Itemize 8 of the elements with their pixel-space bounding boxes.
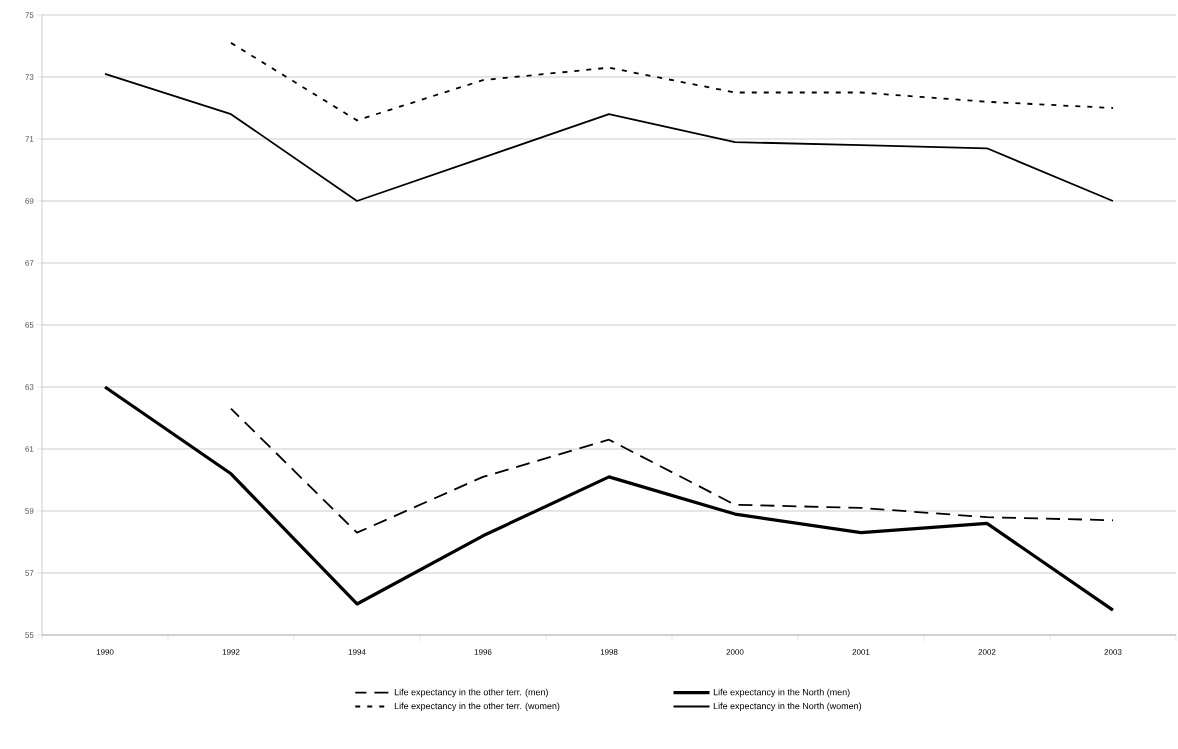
legend-label: Life expectancy in the North (men) bbox=[713, 688, 850, 698]
line-series bbox=[230, 41, 1114, 122]
line-series bbox=[104, 72, 1114, 202]
line-series bbox=[230, 407, 1114, 534]
line-series bbox=[103, 385, 1115, 612]
legend-label: Life expectancy in the North (women) bbox=[713, 702, 862, 711]
legend-label: Life expectancy in the other terr. (men) bbox=[394, 688, 548, 698]
legend-label: Life expectancy in the other terr. (women) bbox=[394, 702, 560, 711]
